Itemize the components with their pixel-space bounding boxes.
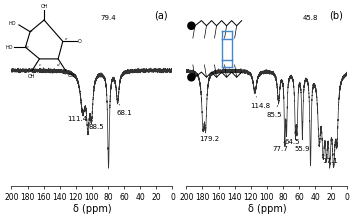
X-axis label: δ (ppm): δ (ppm) <box>73 204 111 214</box>
Text: 79.4: 79.4 <box>101 15 116 21</box>
Text: (a): (a) <box>154 10 168 20</box>
Text: (b): (b) <box>329 10 343 20</box>
Text: 111.4: 111.4 <box>67 109 87 122</box>
Text: 88.5: 88.5 <box>88 119 104 130</box>
Text: 17.1: 17.1 <box>322 153 338 164</box>
X-axis label: δ (ppm): δ (ppm) <box>247 204 286 214</box>
Text: 77.7: 77.7 <box>273 141 289 152</box>
Text: 85.5: 85.5 <box>266 105 282 118</box>
Text: 55.9: 55.9 <box>295 139 310 152</box>
Text: 64.5: 64.5 <box>284 131 299 145</box>
Text: 114.8: 114.8 <box>250 96 270 109</box>
Text: 45.8: 45.8 <box>303 15 318 21</box>
Text: 179.2: 179.2 <box>199 129 219 142</box>
Text: 68.1: 68.1 <box>116 104 132 116</box>
